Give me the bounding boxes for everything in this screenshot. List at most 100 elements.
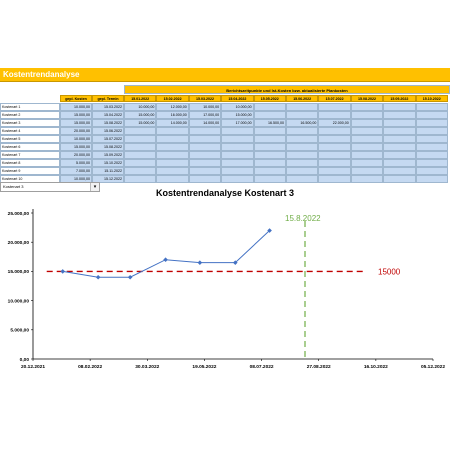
report-value-cell[interactable] xyxy=(383,159,416,167)
report-value-cell[interactable]: 14.000,00 xyxy=(188,119,222,127)
plan-date-cell[interactable]: 15.03.2022 xyxy=(92,103,124,111)
col-header-report-date[interactable]: 15.09.2022 xyxy=(383,95,416,102)
report-value-cell[interactable] xyxy=(221,143,254,151)
report-value-cell[interactable] xyxy=(350,119,384,127)
plan-date-cell[interactable]: 15.07.2022 xyxy=(92,135,124,143)
report-value-cell[interactable] xyxy=(124,127,157,135)
report-value-cell[interactable] xyxy=(253,135,286,143)
report-value-cell[interactable] xyxy=(124,175,157,183)
report-value-cell[interactable] xyxy=(253,159,286,167)
report-value-cell[interactable] xyxy=(253,111,286,119)
cost-type-select[interactable]: Kostenart 3 ▾ xyxy=(0,182,100,192)
report-value-cell[interactable] xyxy=(188,135,222,143)
report-value-cell[interactable]: 12.000,00 xyxy=(156,103,189,111)
col-header-report-date[interactable]: 15.06.2022 xyxy=(286,95,319,102)
report-value-cell[interactable] xyxy=(156,175,189,183)
report-value-cell[interactable] xyxy=(318,111,351,119)
report-value-cell[interactable] xyxy=(188,167,222,175)
report-value-cell[interactable] xyxy=(188,127,222,135)
report-value-cell[interactable] xyxy=(221,151,254,159)
report-value-cell[interactable] xyxy=(286,103,319,111)
plan-cost-cell[interactable]: 7.000,00 xyxy=(60,167,92,175)
report-value-cell[interactable] xyxy=(156,167,189,175)
chevron-down-icon[interactable]: ▾ xyxy=(90,183,99,191)
row-label[interactable]: Kostenart 3 xyxy=(0,119,60,127)
report-value-cell[interactable] xyxy=(415,151,448,159)
report-value-cell[interactable] xyxy=(124,143,157,151)
report-value-cell[interactable]: 16.500,00 xyxy=(253,119,286,127)
report-value-cell[interactable]: 16.500,00 xyxy=(286,119,319,127)
report-value-cell[interactable] xyxy=(383,135,416,143)
report-value-cell[interactable] xyxy=(156,151,189,159)
report-value-cell[interactable] xyxy=(124,135,157,143)
plan-date-cell[interactable]: 15.12.2022 xyxy=(92,175,124,183)
plan-cost-cell[interactable]: 10.000,00 xyxy=(60,103,92,111)
report-value-cell[interactable] xyxy=(415,111,448,119)
report-value-cell[interactable] xyxy=(253,143,286,151)
report-value-cell[interactable] xyxy=(286,127,319,135)
report-value-cell[interactable] xyxy=(221,159,254,167)
report-value-cell[interactable] xyxy=(221,175,254,183)
report-value-cell[interactable] xyxy=(383,175,416,183)
report-value-cell[interactable] xyxy=(188,175,222,183)
report-value-cell[interactable] xyxy=(156,127,189,135)
col-header-report-date[interactable]: 15.03.2022 xyxy=(188,95,222,102)
report-value-cell[interactable] xyxy=(286,159,319,167)
col-header-plan-cost[interactable]: gepl. Kosten xyxy=(60,95,92,102)
report-value-cell[interactable] xyxy=(350,159,384,167)
report-value-cell[interactable] xyxy=(415,167,448,175)
report-value-cell[interactable] xyxy=(253,103,286,111)
report-value-cell[interactable] xyxy=(383,103,416,111)
report-value-cell[interactable]: 22.000,00 xyxy=(318,119,351,127)
report-value-cell[interactable] xyxy=(156,159,189,167)
report-value-cell[interactable] xyxy=(188,159,222,167)
report-value-cell[interactable]: 15.000,00 xyxy=(124,119,157,127)
report-value-cell[interactable] xyxy=(318,143,351,151)
plan-cost-cell[interactable]: 20.000,00 xyxy=(60,151,92,159)
plan-cost-cell[interactable]: 15.000,00 xyxy=(60,143,92,151)
plan-cost-cell[interactable]: 20.000,00 xyxy=(60,127,92,135)
report-value-cell[interactable] xyxy=(415,159,448,167)
report-value-cell[interactable]: 15.000,00 xyxy=(221,111,254,119)
report-value-cell[interactable] xyxy=(286,167,319,175)
plan-cost-cell[interactable]: 15.000,00 xyxy=(60,119,92,127)
report-value-cell[interactable] xyxy=(156,143,189,151)
report-value-cell[interactable] xyxy=(124,151,157,159)
report-value-cell[interactable]: 10.000,00 xyxy=(188,103,222,111)
report-value-cell[interactable] xyxy=(318,159,351,167)
report-value-cell[interactable] xyxy=(188,143,222,151)
report-value-cell[interactable] xyxy=(350,175,384,183)
col-header-report-date[interactable]: 15.10.2022 xyxy=(415,95,448,102)
report-value-cell[interactable] xyxy=(383,151,416,159)
report-value-cell[interactable] xyxy=(253,151,286,159)
plan-date-cell[interactable]: 15.08.2022 xyxy=(92,143,124,151)
report-value-cell[interactable] xyxy=(286,111,319,119)
row-label[interactable]: Kostenart 1 xyxy=(0,103,60,111)
report-value-cell[interactable] xyxy=(124,159,157,167)
report-value-cell[interactable] xyxy=(350,143,384,151)
row-label[interactable]: Kostenart 4 xyxy=(0,127,60,135)
plan-date-cell[interactable]: 15.09.2022 xyxy=(92,151,124,159)
report-value-cell[interactable] xyxy=(415,103,448,111)
report-value-cell[interactable] xyxy=(124,167,157,175)
report-value-cell[interactable]: 15.000,00 xyxy=(124,111,157,119)
col-header-report-date[interactable]: 15.04.2022 xyxy=(221,95,254,102)
col-header-report-date[interactable]: 15.08.2022 xyxy=(350,95,384,102)
report-value-cell[interactable] xyxy=(350,127,384,135)
report-value-cell[interactable] xyxy=(318,135,351,143)
row-label[interactable]: Kostenart 7 xyxy=(0,151,60,159)
report-value-cell[interactable]: 16.000,00 xyxy=(156,111,189,119)
report-value-cell[interactable]: 10.000,00 xyxy=(221,103,254,111)
report-value-cell[interactable] xyxy=(253,175,286,183)
report-value-cell[interactable] xyxy=(286,175,319,183)
row-label[interactable]: Kostenart 9 xyxy=(0,167,60,175)
report-value-cell[interactable] xyxy=(350,135,384,143)
report-value-cell[interactable] xyxy=(383,143,416,151)
report-value-cell[interactable] xyxy=(286,135,319,143)
plan-date-cell[interactable]: 15.10.2022 xyxy=(92,159,124,167)
report-value-cell[interactable] xyxy=(318,167,351,175)
report-value-cell[interactable] xyxy=(350,151,384,159)
report-value-cell[interactable] xyxy=(415,119,448,127)
report-value-cell[interactable]: 17.000,00 xyxy=(221,119,254,127)
report-value-cell[interactable] xyxy=(415,143,448,151)
